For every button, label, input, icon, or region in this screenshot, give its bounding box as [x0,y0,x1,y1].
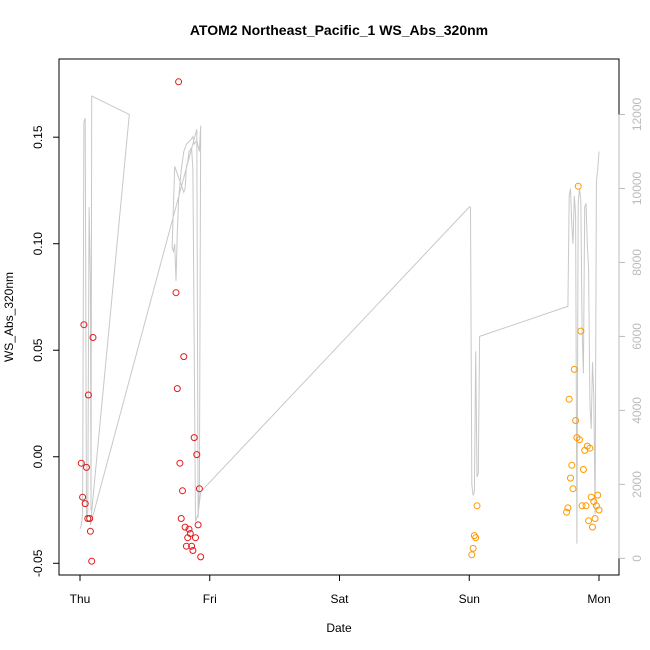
data-point [195,485,203,493]
y-tick-label: 0.10 [31,232,45,256]
y-axis-label: WS_Abs_320nm [2,272,16,362]
y2-tick-label: 10000 [630,171,644,205]
y2-tick-label: 0 [630,555,644,562]
data-point [567,474,574,482]
y-tick-label: 0.05 [31,338,45,362]
data-point [468,551,476,559]
y2-axis: 0 2000 4000 6000 8000 10000 12000 [618,97,644,562]
data-point [594,491,602,499]
x-tick-label: Sun [459,592,480,606]
data-point [86,527,94,535]
data-point [186,530,194,537]
data-point [192,534,199,542]
y2-tick-label: 6000 [630,323,644,350]
data-point [565,395,573,403]
x-tick-label: Thu [70,592,91,606]
x-tick-label: Fri [203,592,217,606]
data-point [181,523,189,531]
data-point [582,502,590,510]
y-tick-label: 0.15 [31,125,45,149]
data-point [173,385,181,393]
data-point [88,557,96,565]
data-point [89,334,97,341]
data-point [182,542,190,550]
data-point [591,515,599,522]
y2-tick-label: 4000 [630,397,644,424]
data-point [172,289,180,297]
scatter-points [77,78,603,565]
data-point [574,182,582,190]
data-point [589,523,596,531]
data-point [469,544,477,552]
line-series [79,95,600,544]
data-point [180,353,188,361]
data-point [175,78,183,86]
y-tick-label: 0.00 [31,445,45,469]
chart-title: ATOM2 Northeast_Pacific_1 WS_Abs_320nm [190,22,488,38]
data-point [79,493,87,501]
y-axis: -0.05 0.00 0.05 0.10 0.15 [31,125,60,577]
data-point [188,542,196,550]
data-point [579,466,587,473]
data-point [190,434,198,442]
data-point [77,459,85,467]
x-tick-label: Mon [587,592,610,606]
data-point [578,502,586,510]
data-point [176,459,184,467]
data-point [472,534,480,542]
data-point [177,515,185,522]
data-point [585,517,593,525]
x-axis: Thu Fri Sat Sun Mon [70,574,611,606]
data-point [570,365,578,373]
data-point [568,461,576,469]
data-point [80,321,88,329]
data-point [194,521,202,529]
data-point [577,327,585,335]
y2-tick-label: 8000 [630,249,644,276]
data-point [576,436,583,444]
x-tick-label: Sat [330,592,349,606]
data-point [189,547,197,554]
data-point [563,508,571,516]
data-point [81,500,89,508]
data-point [84,391,92,399]
data-point [193,451,201,459]
y2-tick-label: 2000 [630,471,644,498]
y-tick-label: -0.05 [31,549,45,577]
data-point [83,463,90,471]
data-point [197,553,205,561]
data-point [564,504,572,512]
y2-tick-label: 12000 [630,97,644,131]
data-point [84,515,92,522]
line-series-path [79,95,600,544]
data-point [179,487,186,495]
data-point [473,502,481,510]
data-point [86,515,94,522]
data-point [569,485,577,493]
data-point [185,525,193,533]
data-point [586,444,594,452]
data-point [595,506,603,514]
data-point [572,417,580,424]
x-axis-label: Date [326,621,352,635]
